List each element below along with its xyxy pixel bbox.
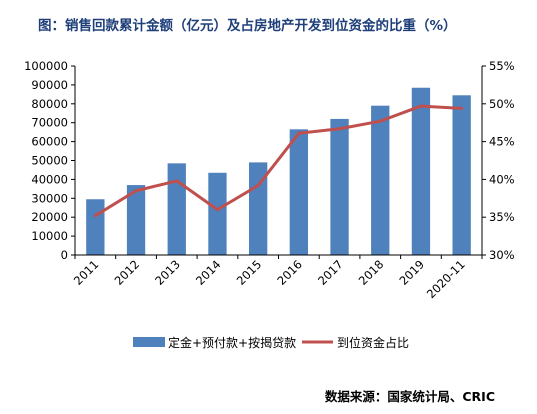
bars-layer [86,87,471,255]
left-tick-label: 80000 [31,97,68,111]
right-tick-label: 30% [489,248,515,262]
ratio-point-2017 [338,127,342,131]
legend-bar-swatch [133,337,165,347]
bar-2020-11 [452,95,471,255]
right-ticks: 30% 35% 40% 45% 50% 55% [482,59,515,262]
ratio-point-2012 [134,189,138,193]
ratio-point-2020-11 [460,106,464,110]
bar-2018 [371,105,390,255]
ratio-line [94,104,462,217]
chart-title: 图：销售回款累计金额（亿元）及占房地产开发到位资金的比重（%） [38,17,457,34]
left-tick-label: 70000 [31,116,68,130]
left-tick-label: 60000 [31,135,68,149]
bar-2015 [248,162,268,255]
x-tick-label-2020-11: 2020-11 [424,257,468,301]
legend: 定金+预付款+按揭贷款 到位资金占比 [133,335,409,350]
legend-bar-label: 定金+预付款+按揭贷款 [168,335,296,350]
ratio-point-2016 [297,131,301,135]
left-tick-label: 30000 [31,191,68,205]
left-tick-label: 0 [61,248,68,262]
bar-2013 [167,163,186,255]
left-tick-label: 90000 [31,78,68,92]
x-tick-label-2019: 2019 [396,257,427,288]
ratio-point-2013 [175,179,179,183]
bar-2017 [330,118,349,255]
x-tick-label-2014: 2014 [193,257,224,288]
left-tick-label: 10000 [31,229,68,243]
right-tick-label: 40% [489,172,515,186]
left-tick-label: 50000 [31,154,68,168]
left-tick-label: 100000 [24,59,68,73]
x-tick-label-2011: 2011 [71,257,102,288]
bar-2011 [86,199,105,255]
bar-2012 [126,185,146,255]
left-tick-label: 20000 [31,210,68,224]
bar-2019 [411,87,431,255]
legend-line-label: 到位资金占比 [337,335,409,350]
right-tick-label: 55% [489,59,515,73]
x-tick-label-2015: 2015 [234,257,265,288]
x-tick-label-2016: 2016 [274,257,305,288]
source-note: 数据来源：国家统计局、CRIC [324,389,495,404]
x-tick-label-2018: 2018 [356,257,387,288]
left-tick-label: 40000 [31,172,68,186]
right-tick-label: 35% [489,210,515,224]
right-tick-label: 45% [489,135,515,149]
ratio-point-2019 [419,104,423,108]
ratio-point-2014 [215,208,219,212]
bar-2014 [208,172,227,255]
ratio-point-2015 [256,183,260,187]
line-layer [93,104,464,218]
x-tick-label-2017: 2017 [315,257,346,288]
x-tick-label-2012: 2012 [112,257,143,288]
ratio-point-2011 [93,214,97,218]
left-ticks: 0 10000 20000 30000 40000 50000 60000 70000 8000… [24,59,75,262]
bar-2016 [289,129,309,255]
ratio-point-2018 [378,119,382,123]
x-tick-label-2013: 2013 [152,257,183,288]
right-tick-label: 50% [489,97,515,111]
x-ticks: 2011 2012 2013 2014 2015 2016 2017 2018 20192020… [71,255,483,301]
